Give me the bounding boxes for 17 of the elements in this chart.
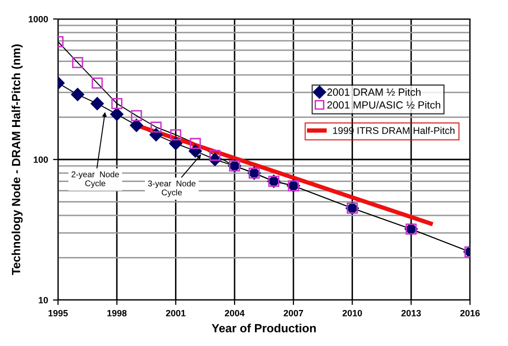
annotation: 3-year Node Cycle [148, 180, 196, 198]
legend-label: 2001 DRAM ½ Pitch [327, 88, 420, 96]
y-tick-label: 10 [38, 296, 48, 304]
x-tick-label: 2010 [342, 310, 362, 316]
x-tick-label: 1995 [48, 310, 68, 316]
legend-label: 2001 MPU/ASIC ½ Pitch [327, 100, 440, 109]
y-tick-label: 100 [34, 156, 48, 163]
x-tick-label: 2016 [460, 310, 480, 316]
x-axis-title: Year of Production [212, 324, 316, 332]
x-tick-label: 2013 [401, 310, 421, 316]
annotation: 2-year Node Cycle [72, 171, 119, 188]
y-tick-label: 1000 [28, 16, 48, 22]
x-tick-label: 1998 [107, 310, 127, 316]
x-tick-label: 2004 [224, 310, 245, 316]
y-axis-title: Technology Node - DRAM Half-Pitch (nm) [12, 44, 23, 276]
x-tick-label: 2007 [284, 310, 304, 316]
x-tick-label: 2001 [166, 310, 186, 316]
